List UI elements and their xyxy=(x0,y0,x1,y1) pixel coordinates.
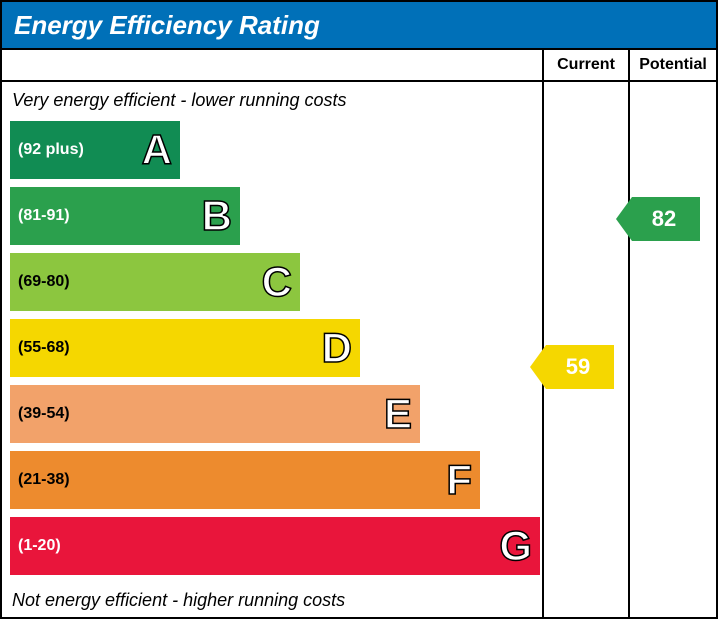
rating-value: 59 xyxy=(546,345,614,389)
current-column: 59 xyxy=(544,82,630,617)
header-spacer xyxy=(2,50,544,80)
band-range: (81-91) xyxy=(10,207,70,225)
band-letter: G xyxy=(499,522,532,570)
header-row: Current Potential xyxy=(2,48,716,80)
header-potential: Potential xyxy=(630,50,716,80)
arrow-tip-icon xyxy=(616,197,632,241)
title-bar: Energy Efficiency Rating xyxy=(2,2,716,48)
band-c: (69-80) C xyxy=(10,253,300,311)
band-range: (92 plus) xyxy=(10,141,84,159)
band-letter: D xyxy=(322,324,352,372)
band-a: (92 plus) A xyxy=(10,121,180,179)
band-g: (1-20) G xyxy=(10,517,540,575)
band-letter: B xyxy=(202,192,232,240)
caption-bottom: Not energy efficient - higher running co… xyxy=(2,588,355,613)
band-b: (81-91) B xyxy=(10,187,240,245)
band-range: (1-20) xyxy=(10,537,61,555)
band-range: (69-80) xyxy=(10,273,70,291)
band-letter: C xyxy=(262,258,292,306)
chart-title: Energy Efficiency Rating xyxy=(14,10,320,40)
band-f: (21-38) F xyxy=(10,451,480,509)
rating-value: 82 xyxy=(632,197,700,241)
potential-column: 82 xyxy=(630,82,716,617)
band-e: (39-54) E xyxy=(10,385,420,443)
band-d: (55-68) D xyxy=(10,319,360,377)
band-letter: F xyxy=(446,456,472,504)
band-range: (55-68) xyxy=(10,339,70,357)
header-current: Current xyxy=(544,50,630,80)
caption-top: Very energy efficient - lower running co… xyxy=(2,88,542,113)
band-letter: E xyxy=(384,390,412,438)
bands-column: Very energy efficient - lower running co… xyxy=(2,82,544,617)
band-range: (39-54) xyxy=(10,405,70,423)
current-rating-arrow: 59 xyxy=(530,345,614,389)
band-range: (21-38) xyxy=(10,471,70,489)
arrow-tip-icon xyxy=(530,345,546,389)
body-row: Very energy efficient - lower running co… xyxy=(2,80,716,617)
band-letter: A xyxy=(142,126,172,174)
potential-rating-arrow: 82 xyxy=(616,197,700,241)
epc-chart: Energy Efficiency Rating Current Potenti… xyxy=(0,0,718,619)
